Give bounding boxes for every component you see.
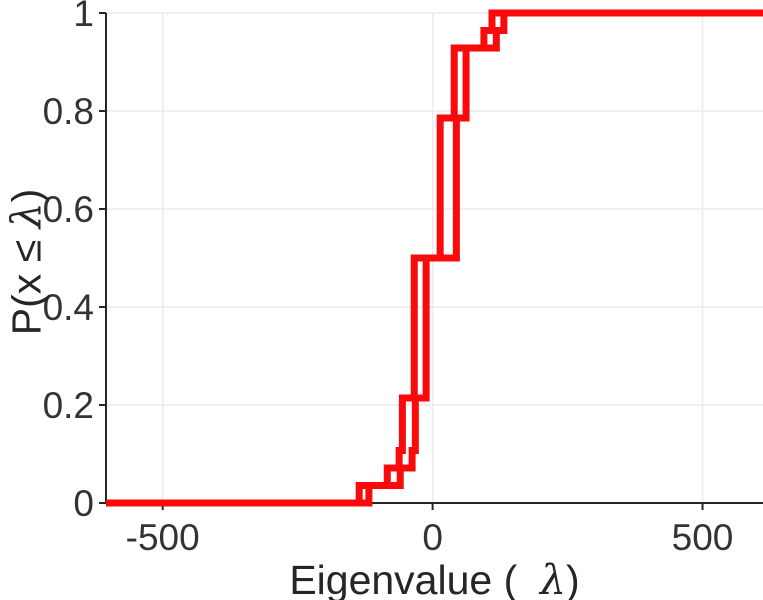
y-tick-label: 0.8 xyxy=(43,91,94,132)
x-axis-label-text: Eigenvalue ( xyxy=(289,557,541,600)
x-axis-label: Eigenvalue ( λ) xyxy=(106,560,763,600)
x-tick-label: 500 xyxy=(672,517,734,558)
y-tick-label: 0.6 xyxy=(43,189,94,230)
y-tick-label: 1 xyxy=(73,0,94,34)
y-axis-label: P(x ≤ λ) xyxy=(3,188,51,336)
y-axis-lambda-symbol: λ xyxy=(2,202,51,229)
y-axis-label-text: P(x ≤ xyxy=(3,228,50,336)
y-axis-label-close: ) xyxy=(3,188,50,203)
ecdf-curve-2 xyxy=(106,9,763,507)
y-tick-label: 0 xyxy=(73,483,94,524)
x-axis-lambda-symbol: λ xyxy=(540,556,567,600)
x-tick-label: 0 xyxy=(422,517,443,558)
x-axis-label-close: ) xyxy=(566,557,580,600)
y-tick-label: 0.2 xyxy=(43,385,94,426)
x-tick-label: -500 xyxy=(126,517,200,558)
y-tick-label: 0.4 xyxy=(43,287,94,328)
